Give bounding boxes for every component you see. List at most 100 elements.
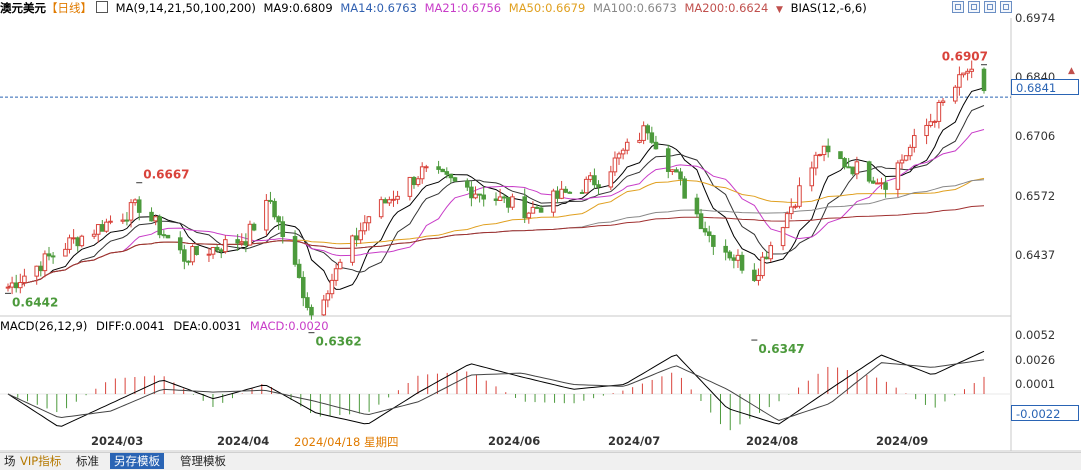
candle-body (350, 235, 355, 263)
ma14-line (7, 105, 985, 288)
candle-body (588, 175, 593, 180)
candle (247, 220, 253, 246)
candle-body (510, 196, 515, 208)
candle (75, 236, 80, 252)
bias-label[interactable]: BIAS(12,-6,6) (790, 1, 867, 15)
candle (9, 276, 15, 295)
candle (280, 216, 286, 244)
symbol-label[interactable]: 澳元美元 (0, 1, 46, 15)
tab-market[interactable]: 场 (4, 454, 16, 468)
candle (530, 201, 536, 214)
tab-manage-template[interactable]: 管理模板 (180, 454, 226, 468)
candle-body (616, 153, 622, 159)
candle (928, 113, 933, 128)
tab-standard[interactable]: 标准 (76, 454, 99, 468)
candle-body (551, 190, 556, 213)
candle (108, 215, 113, 225)
candle-body (534, 206, 540, 209)
dropdown-arrow-icon[interactable]: ▼ (776, 5, 783, 15)
candle (534, 205, 540, 210)
candle-body (465, 180, 470, 188)
candle-body (243, 241, 249, 246)
candle-body (895, 162, 901, 190)
candle (961, 72, 966, 78)
candle (42, 250, 48, 278)
layout-icon[interactable] (984, 1, 996, 13)
candle-body (18, 282, 23, 289)
candle (702, 221, 708, 236)
candle (596, 180, 601, 195)
candle-body (108, 220, 113, 223)
candle-body (440, 168, 445, 173)
candle (969, 60, 974, 79)
candle-body (378, 199, 384, 218)
tab-vip-indicator[interactable]: VIP指标 (20, 454, 62, 468)
x-tick-5: 2024/08 (746, 434, 799, 448)
candle (883, 176, 888, 198)
candle (788, 198, 794, 220)
candle-body (186, 260, 191, 263)
ma100-value: MA100:0.6673 (592, 1, 677, 15)
candle (493, 192, 499, 206)
candle (817, 153, 823, 157)
candle-body (128, 202, 134, 221)
candle (79, 234, 85, 248)
candle-body (469, 186, 474, 199)
macd-header: MACD(26,12,9) DIFF:0.0041 DEA:0.0031 MAC… (0, 318, 334, 334)
price-tick-5: 0.6437 (1015, 248, 1056, 262)
candle (424, 164, 429, 173)
macd-params[interactable]: MACD(26,12,9) (0, 319, 88, 333)
chart-type-icon[interactable] (96, 1, 108, 13)
candle-body (698, 213, 704, 230)
candle (698, 208, 704, 230)
macd-diff: DIFF:0.0041 (96, 319, 165, 333)
candle (95, 224, 101, 243)
candle (637, 132, 642, 144)
close-panel-icon[interactable] (1000, 1, 1012, 13)
candle (854, 156, 860, 180)
zoom-in-icon[interactable] (952, 1, 964, 13)
macd-current-tag: -0.0022 (1011, 405, 1079, 421)
candle-body (214, 246, 220, 251)
candle (34, 265, 39, 285)
candle (678, 167, 683, 186)
candle (764, 251, 769, 260)
ma-params[interactable]: MA(9,14,21,50,100,200) (115, 1, 256, 15)
candle-body (264, 199, 269, 231)
candle (670, 169, 675, 175)
candle (272, 198, 277, 220)
candle-body (63, 248, 68, 257)
candle (674, 167, 679, 173)
candle-body (5, 286, 11, 289)
x-cursor-date: 2024/04/18 星期四 (294, 435, 399, 449)
candle (510, 193, 515, 210)
candle (813, 151, 819, 176)
candle (932, 119, 938, 128)
candle (104, 218, 109, 233)
macd-diff-line (7, 350, 985, 427)
ma21-value: MA21:0.6756 (424, 1, 502, 15)
candle-body (665, 148, 671, 172)
tab-save-template[interactable]: 另存模板 (110, 453, 164, 469)
candle-body (157, 216, 163, 236)
candle-body (67, 237, 72, 250)
candle-body (194, 245, 199, 255)
candle (579, 189, 585, 194)
candle-body (723, 245, 728, 253)
candle (157, 214, 163, 239)
candle (953, 85, 958, 104)
extreme-label: 0.6362 (315, 335, 361, 349)
candle-body (100, 224, 105, 232)
candle-body (641, 125, 646, 141)
candle (452, 176, 458, 182)
candle (793, 204, 798, 210)
period-label[interactable]: 【日线】 (46, 1, 92, 15)
candle-body (752, 269, 757, 281)
candle-body (702, 228, 708, 233)
candle (838, 151, 843, 160)
zoom-out-icon[interactable] (968, 1, 980, 13)
candle-body (444, 171, 450, 175)
candle (22, 268, 27, 287)
candle-body (899, 159, 905, 164)
